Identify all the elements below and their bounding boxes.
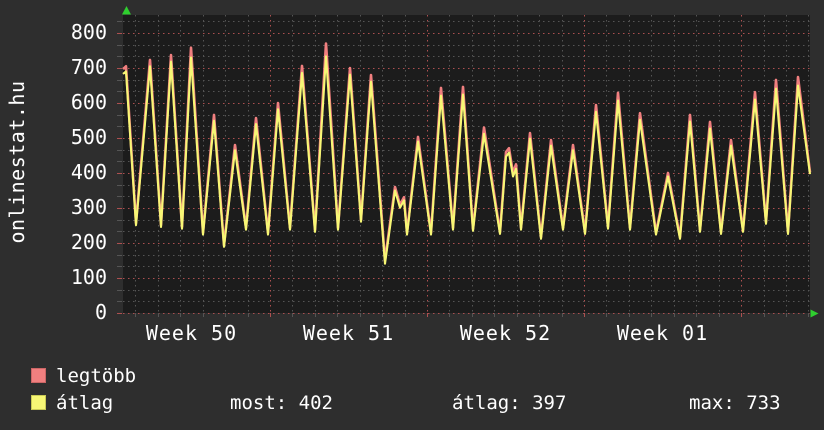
legend-swatch-legtobb (31, 368, 46, 383)
y-axis-tick-label: 500 (70, 125, 107, 149)
stat-atlag: átlag: 397 (452, 392, 567, 414)
y-axis-tick-label: 300 (70, 195, 107, 219)
chart-plot-area (117, 6, 819, 318)
up-arrow-icon (122, 6, 131, 15)
x-axis-week-label: Week 50 (145, 321, 238, 345)
y-axis-tick-label: 600 (70, 90, 107, 114)
x-axis-week-label: Week 51 (302, 321, 395, 345)
legend-swatch-atlag (31, 395, 46, 410)
site-watermark: onlinestat.hu (5, 80, 29, 244)
y-axis-tick-label: 800 (70, 20, 107, 44)
x-axis-week-label: Week 01 (616, 321, 709, 345)
y-axis-tick-label: 700 (70, 55, 107, 79)
y-axis-tick-label: 400 (70, 160, 107, 184)
legend-label-atlag: átlag (56, 392, 114, 414)
stat-most: most: 402 (230, 392, 333, 414)
legend-label-legtobb: legtöbb (56, 365, 137, 387)
right-arrow-icon (810, 309, 819, 318)
series-line-atlag (122, 55, 812, 265)
chart-canvas (117, 6, 819, 318)
stat-max: max: 733 (689, 392, 781, 414)
y-axis-tick-label: 100 (70, 265, 107, 289)
x-axis-week-label: Week 52 (459, 321, 552, 345)
y-axis-tick-label: 200 (70, 230, 107, 254)
y-axis-tick-label: 0 (94, 300, 107, 324)
